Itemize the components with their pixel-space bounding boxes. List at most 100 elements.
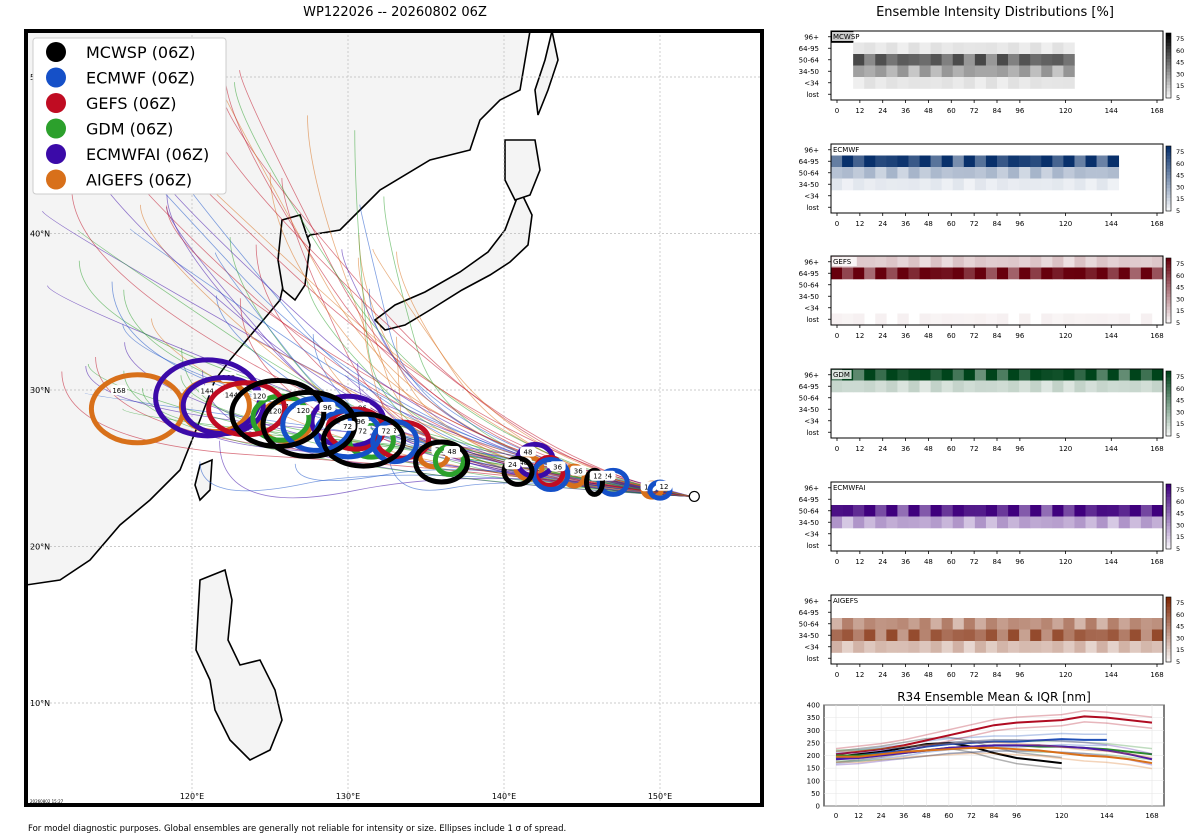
hour-label-bg bbox=[520, 446, 536, 457]
intensity-cell bbox=[1030, 167, 1042, 179]
panel-label: MCWSP bbox=[833, 33, 860, 41]
hour-label: 48 bbox=[924, 558, 933, 566]
intensity-cell bbox=[1118, 618, 1131, 630]
r34-iqr-high-gdm bbox=[836, 739, 1153, 751]
intensity-cell bbox=[1074, 369, 1086, 381]
ellipse-mcwsp-12 bbox=[583, 467, 605, 497]
intensity-panel-title: Ensemble Intensity Distributions [%] bbox=[876, 5, 1114, 20]
r34-mean-aigefs bbox=[836, 746, 1153, 765]
intensity-cell bbox=[853, 77, 865, 89]
colorbar-tick: 30 bbox=[1176, 70, 1184, 78]
bin-label: <34 bbox=[804, 79, 819, 87]
intensity-cell bbox=[1019, 77, 1031, 89]
colorbar-step bbox=[1166, 613, 1171, 617]
intensity-cell bbox=[908, 178, 920, 191]
intensity-panel-ecmwfai: ECMWFAI 96+ 64-95 50-64 34-50 <34 lost 0 12 24 36 4… bbox=[799, 481, 1184, 566]
bin-label: 96+ bbox=[804, 597, 819, 605]
colorbar-step bbox=[1166, 306, 1171, 311]
hour-label: 12 bbox=[855, 671, 864, 679]
intensity-cell bbox=[974, 155, 987, 168]
colorbar-frame bbox=[1165, 370, 1172, 437]
colorbar-step bbox=[1166, 65, 1171, 70]
intensity-cell bbox=[952, 369, 965, 381]
intensity-cell bbox=[1019, 65, 1031, 78]
intensity-cell bbox=[1096, 641, 1108, 653]
colorbar-step bbox=[1166, 59, 1171, 63]
intensity-cell bbox=[930, 256, 942, 268]
intensity-cell bbox=[886, 256, 898, 268]
r34-xtick: 12 bbox=[854, 812, 863, 820]
bin-label: lost bbox=[806, 429, 819, 437]
legend-marker bbox=[46, 93, 66, 113]
intensity-cell bbox=[963, 155, 976, 168]
hour-label: 96 bbox=[1015, 107, 1024, 115]
hour-label: 72 bbox=[358, 428, 367, 436]
colorbar-step bbox=[1166, 603, 1171, 608]
intensity-cell bbox=[1041, 167, 1053, 179]
intensity-cell bbox=[908, 516, 920, 529]
colorbar-step bbox=[1166, 639, 1171, 643]
intensity-cell bbox=[886, 178, 898, 191]
hour-label: 168 bbox=[112, 387, 125, 395]
intensity-cell bbox=[908, 54, 920, 66]
intensity-cell bbox=[930, 267, 942, 280]
intensity-cell bbox=[919, 267, 931, 280]
intensity-cell bbox=[897, 267, 909, 280]
colorbar-step bbox=[1166, 645, 1171, 650]
hour-label: 120 bbox=[1059, 558, 1072, 566]
map-legend: MCWSP (06Z) ECMWF (06Z) GEFS (06Z) GDM (06Z… bbox=[32, 37, 227, 195]
hour-label: 0 bbox=[835, 445, 839, 453]
intensity-cell bbox=[952, 77, 965, 89]
colorbar-step bbox=[1166, 39, 1171, 44]
intensity-cell bbox=[930, 167, 942, 179]
intensity-cell bbox=[1096, 256, 1108, 268]
intensity-cell bbox=[1063, 629, 1075, 642]
footnote: For model diagnostic purposes. Global en… bbox=[28, 824, 567, 834]
intensity-cell bbox=[1008, 54, 1020, 66]
intensity-cell bbox=[997, 267, 1009, 280]
ellipse-mcwsp-48 bbox=[413, 439, 471, 485]
intensity-cell bbox=[1085, 380, 1097, 393]
legend-entry: ECMWF (06Z) bbox=[86, 69, 195, 88]
intensity-cell bbox=[1140, 629, 1153, 642]
hour-label: 12 bbox=[855, 220, 864, 228]
colorbar-step bbox=[1166, 277, 1171, 282]
panel-label: ECMWFAI bbox=[833, 484, 866, 492]
hour-label: 24 bbox=[878, 107, 887, 115]
hour-label: 12 bbox=[855, 107, 864, 115]
intensity-cell bbox=[1052, 54, 1064, 66]
intensity-cell bbox=[952, 178, 965, 191]
legend-marker bbox=[46, 118, 66, 139]
colorbar-step bbox=[1166, 146, 1171, 150]
bin-label: 34-50 bbox=[799, 519, 819, 527]
intensity-cell bbox=[886, 505, 898, 517]
colorbar-tick: 5 bbox=[1176, 207, 1180, 215]
hour-label: 144 bbox=[1105, 332, 1119, 340]
colorbar-step bbox=[1166, 36, 1171, 40]
ellipse-ecmwfai-144 bbox=[180, 375, 266, 437]
intensity-cell bbox=[963, 313, 976, 326]
hour-label: 72 bbox=[343, 423, 352, 431]
r34-xtick: 96 bbox=[1012, 812, 1021, 820]
intensity-cell bbox=[1118, 505, 1131, 517]
intensity-cell bbox=[1019, 42, 1031, 55]
intensity-cell bbox=[1129, 505, 1142, 517]
intensity-cell bbox=[1030, 178, 1042, 191]
hour-label: 60 bbox=[947, 671, 956, 679]
intensity-cell bbox=[1052, 618, 1064, 630]
intensity-cell bbox=[1129, 256, 1142, 268]
colorbar-tick: 30 bbox=[1176, 521, 1184, 529]
intensity-cell bbox=[930, 618, 942, 630]
lat-label: 40°N bbox=[30, 230, 50, 239]
intensity-cell bbox=[974, 516, 987, 529]
intensity-cell bbox=[1107, 178, 1120, 191]
colorbar-tick: 15 bbox=[1176, 420, 1184, 428]
intensity-cell bbox=[1096, 380, 1108, 393]
legend-marker bbox=[46, 144, 66, 164]
colorbar-tick: 75 bbox=[1176, 148, 1184, 156]
colorbar-step bbox=[1166, 432, 1171, 437]
intensity-cell bbox=[985, 77, 998, 89]
colorbar-step bbox=[1166, 503, 1171, 508]
intensity-cell bbox=[919, 155, 931, 168]
intensity-cell bbox=[875, 267, 887, 280]
